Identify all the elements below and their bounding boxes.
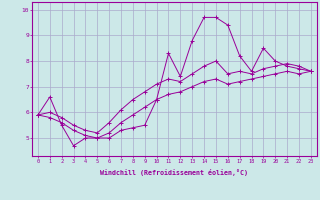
X-axis label: Windchill (Refroidissement éolien,°C): Windchill (Refroidissement éolien,°C) [100, 169, 248, 176]
